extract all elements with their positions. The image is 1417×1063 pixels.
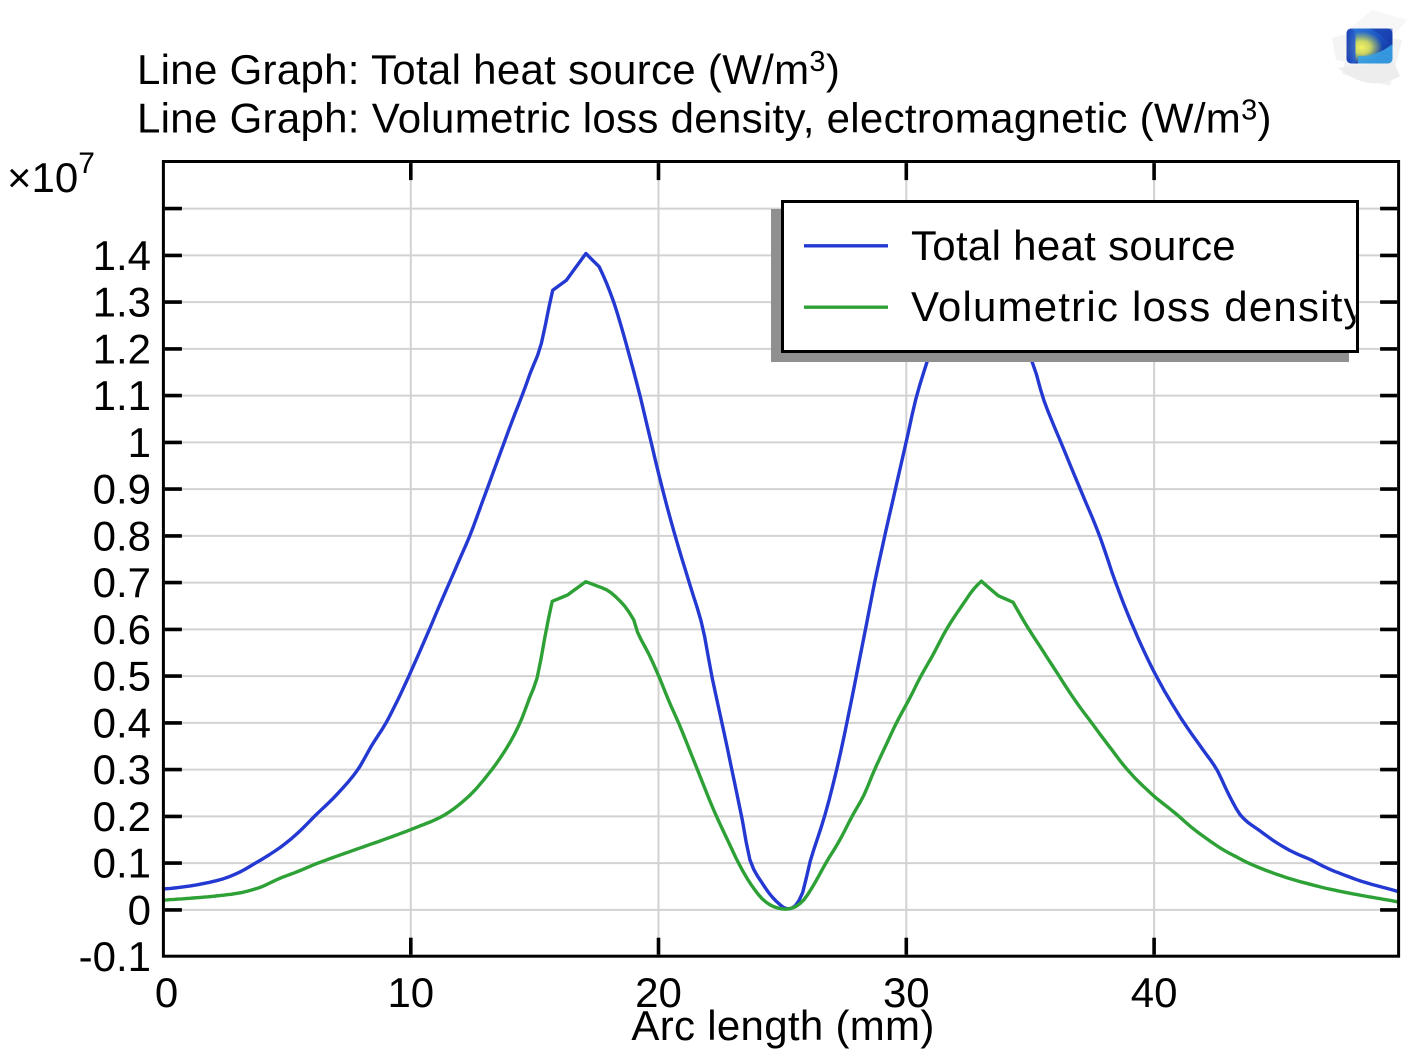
svg-text:Line Graph: Volumetric loss de: Line Graph: Volumetric loss density, ele… <box>137 95 1272 142</box>
svg-text:0.6: 0.6 <box>93 606 151 653</box>
svg-text:0: 0 <box>155 969 178 1016</box>
svg-text:×107: ×107 <box>7 147 95 201</box>
svg-text:0.9: 0.9 <box>93 466 151 513</box>
svg-text:1.4: 1.4 <box>93 232 151 279</box>
svg-text:-0.1: -0.1 <box>79 933 151 980</box>
svg-text:30: 30 <box>883 969 930 1016</box>
svg-text:Volumetric loss density: Volumetric loss density <box>911 283 1366 330</box>
svg-text:0: 0 <box>128 886 151 933</box>
svg-text:1.1: 1.1 <box>93 372 151 419</box>
svg-text:1.2: 1.2 <box>93 325 151 372</box>
svg-text:0.5: 0.5 <box>93 653 151 700</box>
svg-text:0.8: 0.8 <box>93 512 151 559</box>
svg-text:0.7: 0.7 <box>93 559 151 606</box>
svg-text:0.1: 0.1 <box>93 840 151 887</box>
svg-text:Arc length (mm): Arc length (mm) <box>631 1002 934 1049</box>
svg-text:0.3: 0.3 <box>93 746 151 793</box>
svg-text:40: 40 <box>1131 969 1178 1016</box>
svg-text:1: 1 <box>128 419 151 466</box>
svg-text:Line Graph: Total heat source: Line Graph: Total heat source (W/m3) <box>137 46 840 93</box>
svg-text:20: 20 <box>635 969 682 1016</box>
svg-text:0.2: 0.2 <box>93 793 151 840</box>
svg-text:10: 10 <box>387 969 434 1016</box>
svg-text:1.3: 1.3 <box>93 279 151 326</box>
svg-text:Total heat source: Total heat source <box>911 222 1236 269</box>
svg-text:0.4: 0.4 <box>93 699 151 746</box>
